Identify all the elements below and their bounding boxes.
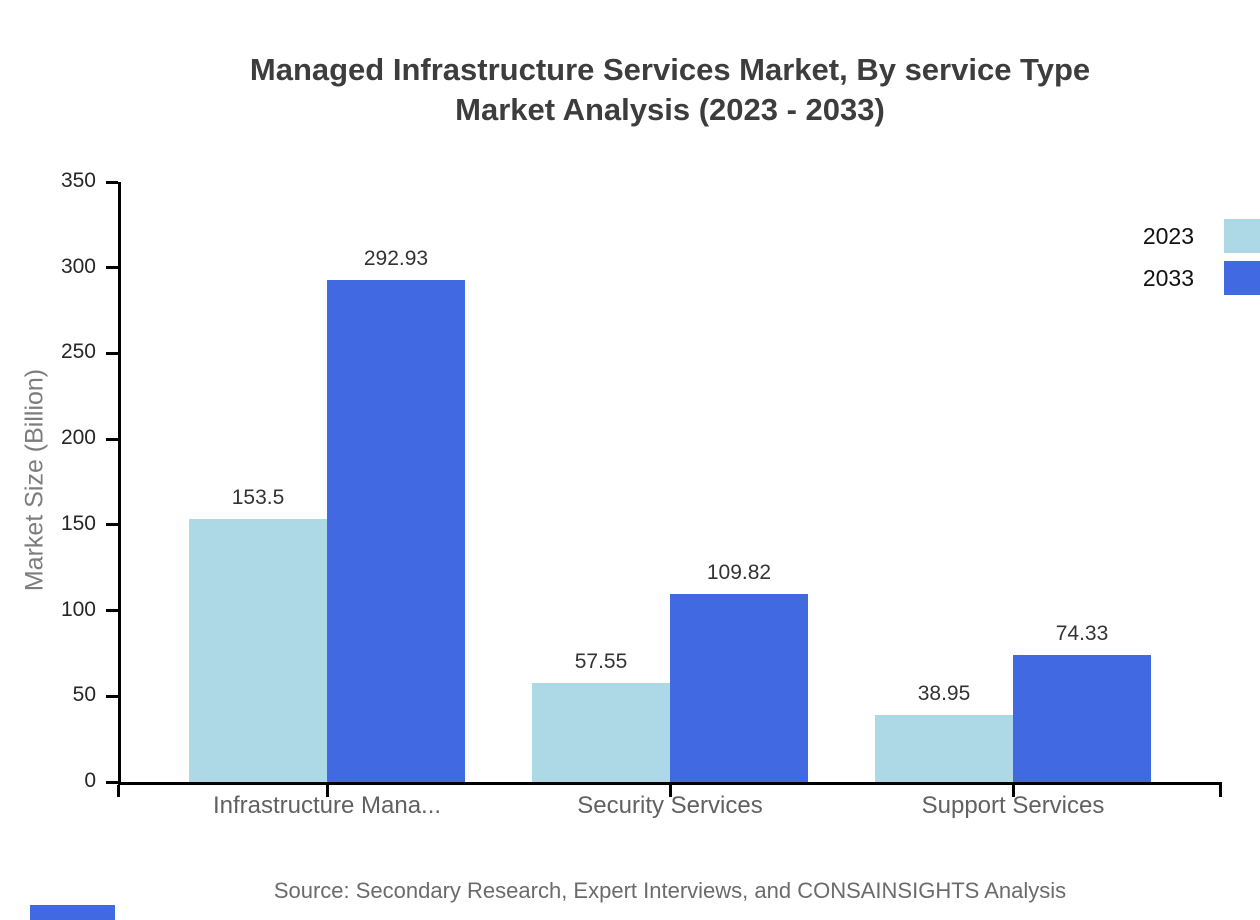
source-attribution: Source: Secondary Research, Expert Inter… bbox=[273, 878, 1067, 903]
y-tick-label: 150 bbox=[60, 511, 96, 535]
legend-item-2033: 2033 bbox=[1143, 261, 1260, 295]
y-tick-label: 50 bbox=[72, 683, 96, 707]
y-axis-title: Market Size (Billion) bbox=[20, 368, 49, 592]
y-tick-label: 350 bbox=[60, 169, 96, 192]
legend-item-2023: 2023 bbox=[1143, 219, 1260, 253]
y-tick-label: 0 bbox=[84, 769, 96, 792]
chart-title-line2: Market Analysis (2023 - 2033) bbox=[455, 92, 885, 127]
legend-label: 2023 bbox=[1142, 222, 1194, 249]
x-tick-mark bbox=[325, 785, 329, 797]
bar-2023-2 bbox=[532, 683, 670, 782]
y-tick-mark bbox=[106, 780, 118, 784]
bar-value-label: 109.82 bbox=[706, 560, 772, 584]
x-category-label: Infrastructure Mana... bbox=[212, 792, 442, 819]
bar-2023-3 bbox=[875, 715, 1013, 782]
legend-swatch-2023 bbox=[1224, 219, 1260, 253]
bar-2033-3 bbox=[1013, 654, 1151, 782]
x-tick-mark bbox=[116, 785, 120, 797]
y-tick-label: 300 bbox=[60, 254, 96, 278]
y-tick-mark bbox=[106, 609, 118, 613]
y-tick-mark bbox=[106, 694, 118, 698]
x-axis-line bbox=[118, 782, 1222, 785]
bar-2033-1 bbox=[327, 279, 465, 782]
bar-2033-2 bbox=[670, 593, 808, 782]
legend-label: 2033 bbox=[1142, 264, 1194, 291]
y-tick-label: 250 bbox=[60, 340, 96, 364]
chart-title-line1: Managed Infrastructure Services Market, … bbox=[249, 52, 1091, 87]
legend-swatch-2033 bbox=[1224, 261, 1260, 295]
y-tick-label: 200 bbox=[60, 426, 96, 450]
x-category-label: Security Services bbox=[577, 792, 763, 819]
legend: 2023 2033 bbox=[1143, 219, 1260, 303]
y-tick-mark bbox=[106, 437, 118, 441]
y-axis-line bbox=[118, 182, 121, 785]
x-tick-mark bbox=[1218, 785, 1222, 797]
plot-area: 0 50 100 150 200 250 300 350 153.5 57.55 38.95 292… bbox=[61, 169, 1222, 819]
bar-value-label: 38.95 bbox=[917, 682, 971, 706]
x-tick-mark bbox=[668, 785, 672, 797]
y-tick-mark bbox=[106, 523, 118, 527]
y-tick-mark bbox=[106, 266, 118, 270]
bar-value-label: 292.93 bbox=[363, 246, 429, 270]
x-category-label: Support Services bbox=[921, 792, 1105, 819]
bar-value-label: 74.33 bbox=[1055, 621, 1109, 645]
bar-2023-1 bbox=[189, 518, 327, 782]
x-tick-mark bbox=[1011, 785, 1015, 797]
y-tick-label: 100 bbox=[60, 597, 96, 621]
chart-title: Managed Infrastructure Services Market, … bbox=[80, 50, 1260, 130]
y-tick-mark bbox=[106, 351, 118, 355]
bar-value-label: 57.55 bbox=[574, 650, 628, 674]
footer-accent-bar bbox=[30, 905, 115, 920]
bar-value-label: 153.5 bbox=[231, 485, 285, 509]
y-tick-mark bbox=[106, 180, 118, 184]
